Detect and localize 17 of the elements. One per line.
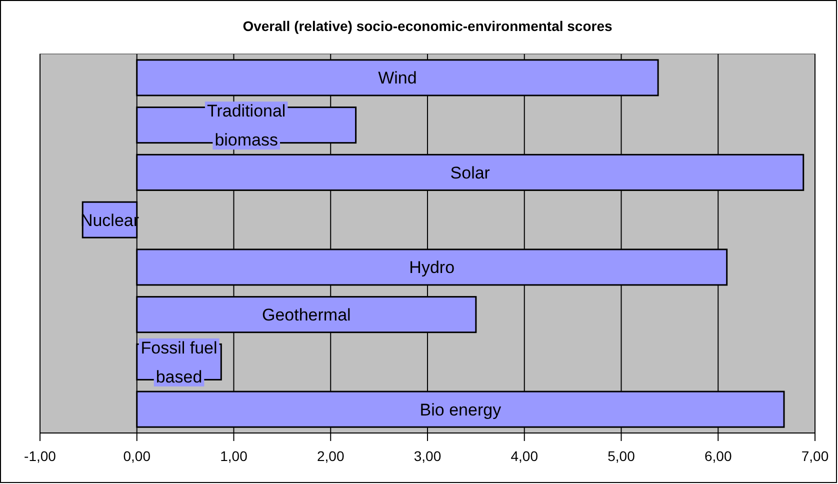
x-tick-label: 7,00: [801, 448, 829, 464]
x-tick-label: 3,00: [414, 448, 442, 464]
y-tick-label: Geothermal: [262, 306, 351, 325]
y-tick-label: Wind: [378, 68, 417, 88]
y-tick-label: Traditional biomass: [206, 102, 286, 150]
x-tick-label: -1,00: [24, 448, 56, 464]
x-tick-label: 4,00: [510, 448, 538, 464]
x-tick-label: 6,00: [704, 448, 732, 464]
y-tick-label: Solar: [450, 163, 490, 182]
x-tick-label: 1,00: [220, 448, 248, 464]
chart-title: Overall (relative) socio-economic-environmental scores: [242, 18, 613, 34]
x-tick-label: 5,00: [608, 448, 636, 464]
y-tick-label: Bio energy: [420, 400, 502, 420]
y-tick-label: Fossil fuel based: [140, 338, 218, 386]
x-tick-label: 2,00: [317, 448, 344, 464]
x-tick-label: 0,00: [123, 448, 151, 464]
y-tick-label: Hydro: [409, 258, 455, 278]
